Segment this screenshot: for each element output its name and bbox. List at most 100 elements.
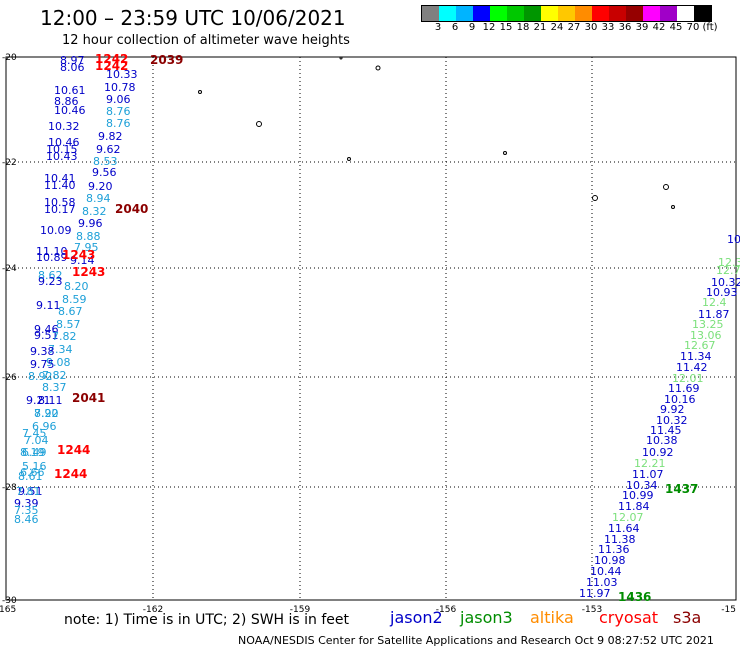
- color-scale-label: 30: [584, 22, 598, 33]
- wave-height-label: 8.61: [18, 470, 43, 483]
- pass-time-label: 2040: [115, 202, 148, 216]
- pass-time-label: 1243: [62, 248, 95, 262]
- axis-labels: -165 -162 -159 -156 -153 -15 -20 -22 -24 -26 -28 -3…: [0, 53, 736, 615]
- wave-height-label: 11.34: [680, 350, 712, 363]
- wave-height-label: 12.01: [672, 372, 704, 385]
- color-swatch: [422, 6, 439, 21]
- island-shape: [339, 56, 343, 60]
- wave-height-label: 10.09: [40, 224, 72, 237]
- color-scale-label: 18: [516, 22, 530, 33]
- legend-jason3: jason3: [460, 608, 513, 627]
- x-axis-tick-label: -153: [582, 605, 602, 615]
- wave-height-label: 10.46: [54, 104, 86, 117]
- islands: [198, 56, 675, 209]
- wave-height-label: 8.46: [14, 513, 39, 526]
- wave-height-label: 7.04: [24, 434, 49, 447]
- wave-height-label: 11.36: [598, 543, 630, 556]
- legend-cryosat: cryosat: [599, 608, 659, 627]
- wave-height-label: 8.62: [38, 269, 63, 282]
- wave-height-label: 12.4: [702, 296, 727, 309]
- color-swatch: [490, 6, 507, 21]
- wave-height-label: 8.20: [64, 280, 89, 293]
- wave-height-label: 9.92: [660, 403, 685, 416]
- wave-height-label: 9.51: [34, 329, 59, 342]
- island-shape: [663, 184, 669, 190]
- wave-height-label: 10: [727, 233, 740, 246]
- wave-height-label: 10.89: [36, 251, 68, 264]
- wave-height-label: 9.51: [18, 485, 43, 498]
- color-scale-label: 21: [533, 22, 547, 33]
- wave-height-label: 11.03: [586, 576, 618, 589]
- pass-time-label: 1436: [618, 590, 651, 604]
- legend-s3a: s3a: [673, 608, 702, 627]
- color-swatch: [439, 6, 456, 21]
- wave-height-label: 10.93: [706, 286, 738, 299]
- wave-height-label: 8.97: [60, 54, 85, 67]
- wave-height-label: 8.06: [60, 61, 85, 74]
- wave-height-label: 7.82: [52, 330, 77, 343]
- color-scale-label: 27: [567, 22, 581, 33]
- wave-height-label: 12.21: [634, 457, 666, 470]
- color-swatch: [524, 6, 541, 21]
- wave-height-label: 9.11: [36, 299, 61, 312]
- pass-time-label: 1437: [665, 482, 698, 496]
- wave-height-label: 8.32: [82, 205, 107, 218]
- wave-height-label: 13.06: [690, 329, 722, 342]
- wave-height-label: 7.95: [74, 241, 99, 254]
- wave-height-label: 7.34: [48, 343, 73, 356]
- color-scale-bar: [421, 5, 712, 22]
- wave-height-label: 8.59: [62, 293, 87, 306]
- wave-height-label: 12.67: [684, 339, 716, 352]
- x-axis-tick-label: -159: [290, 605, 311, 615]
- wave-height-label: 10.58: [44, 196, 76, 209]
- map-grid: [5, 56, 737, 601]
- wave-height-label: 10.98: [594, 554, 626, 567]
- color-scale-label: 42: [652, 22, 666, 33]
- wave-height-label: 6.96: [32, 420, 57, 433]
- color-swatch: [626, 6, 643, 21]
- wave-height-label: 10.46: [48, 136, 80, 149]
- wave-height-label: 11.38: [604, 533, 636, 546]
- wave-height-label: 11.64: [608, 522, 640, 535]
- color-scale-label: 45: [669, 22, 683, 33]
- island-shape: [375, 65, 381, 71]
- island-shape: [347, 157, 351, 161]
- wave-height-label: 11.07: [632, 468, 664, 481]
- wave-height-label: 9.75: [30, 358, 55, 371]
- wave-height-label: 9.08: [46, 356, 71, 369]
- pass-time-label: 1244: [54, 467, 87, 481]
- wave-height-label: 8.53: [93, 155, 118, 168]
- wave-height-label: 11.69: [668, 382, 700, 395]
- wave-height-label: 12.3: [718, 256, 740, 269]
- wave-height-label: 11.97: [579, 587, 611, 600]
- color-swatch: [507, 6, 524, 21]
- color-scale-label: 70: [686, 22, 700, 33]
- wave-height-label: 8.76: [106, 117, 131, 130]
- wave-height-label: 10.33: [106, 68, 138, 81]
- note-text: note: 1) Time is in UTC; 2) SWH is in fe…: [64, 612, 350, 628]
- y-axis-tick-label: -22: [2, 158, 17, 168]
- pass-time-label: 1243: [72, 265, 105, 279]
- pass-time-label: 1242: [95, 52, 128, 66]
- color-swatch: [677, 6, 694, 21]
- color-scale-label: 24: [550, 22, 564, 33]
- wave-height-label: 9.14: [70, 254, 95, 267]
- wave-height-label: 9.62: [96, 143, 121, 156]
- wave-height-label: 13.25: [692, 318, 724, 331]
- wave-height-label: 8.37: [42, 381, 67, 394]
- color-swatch: [694, 6, 711, 21]
- wave-height-label: 10.99: [622, 489, 654, 502]
- wave-height-label: 10.17: [44, 203, 76, 216]
- wave-height-label: 10.43: [46, 150, 78, 163]
- wave-height-label: 10.38: [646, 434, 678, 447]
- color-swatch: [660, 6, 677, 21]
- map-frame: [5, 56, 737, 601]
- wave-height-label: 8.20: [34, 407, 59, 420]
- wave-height-label: 8.86: [54, 95, 79, 108]
- legend-jason2: jason2: [390, 608, 443, 627]
- wave-height-label: 10.92: [642, 446, 674, 459]
- wave-height-label: 11.10: [36, 245, 68, 258]
- color-scale-label: 3: [434, 22, 442, 33]
- color-scale-label: 12: [482, 22, 496, 33]
